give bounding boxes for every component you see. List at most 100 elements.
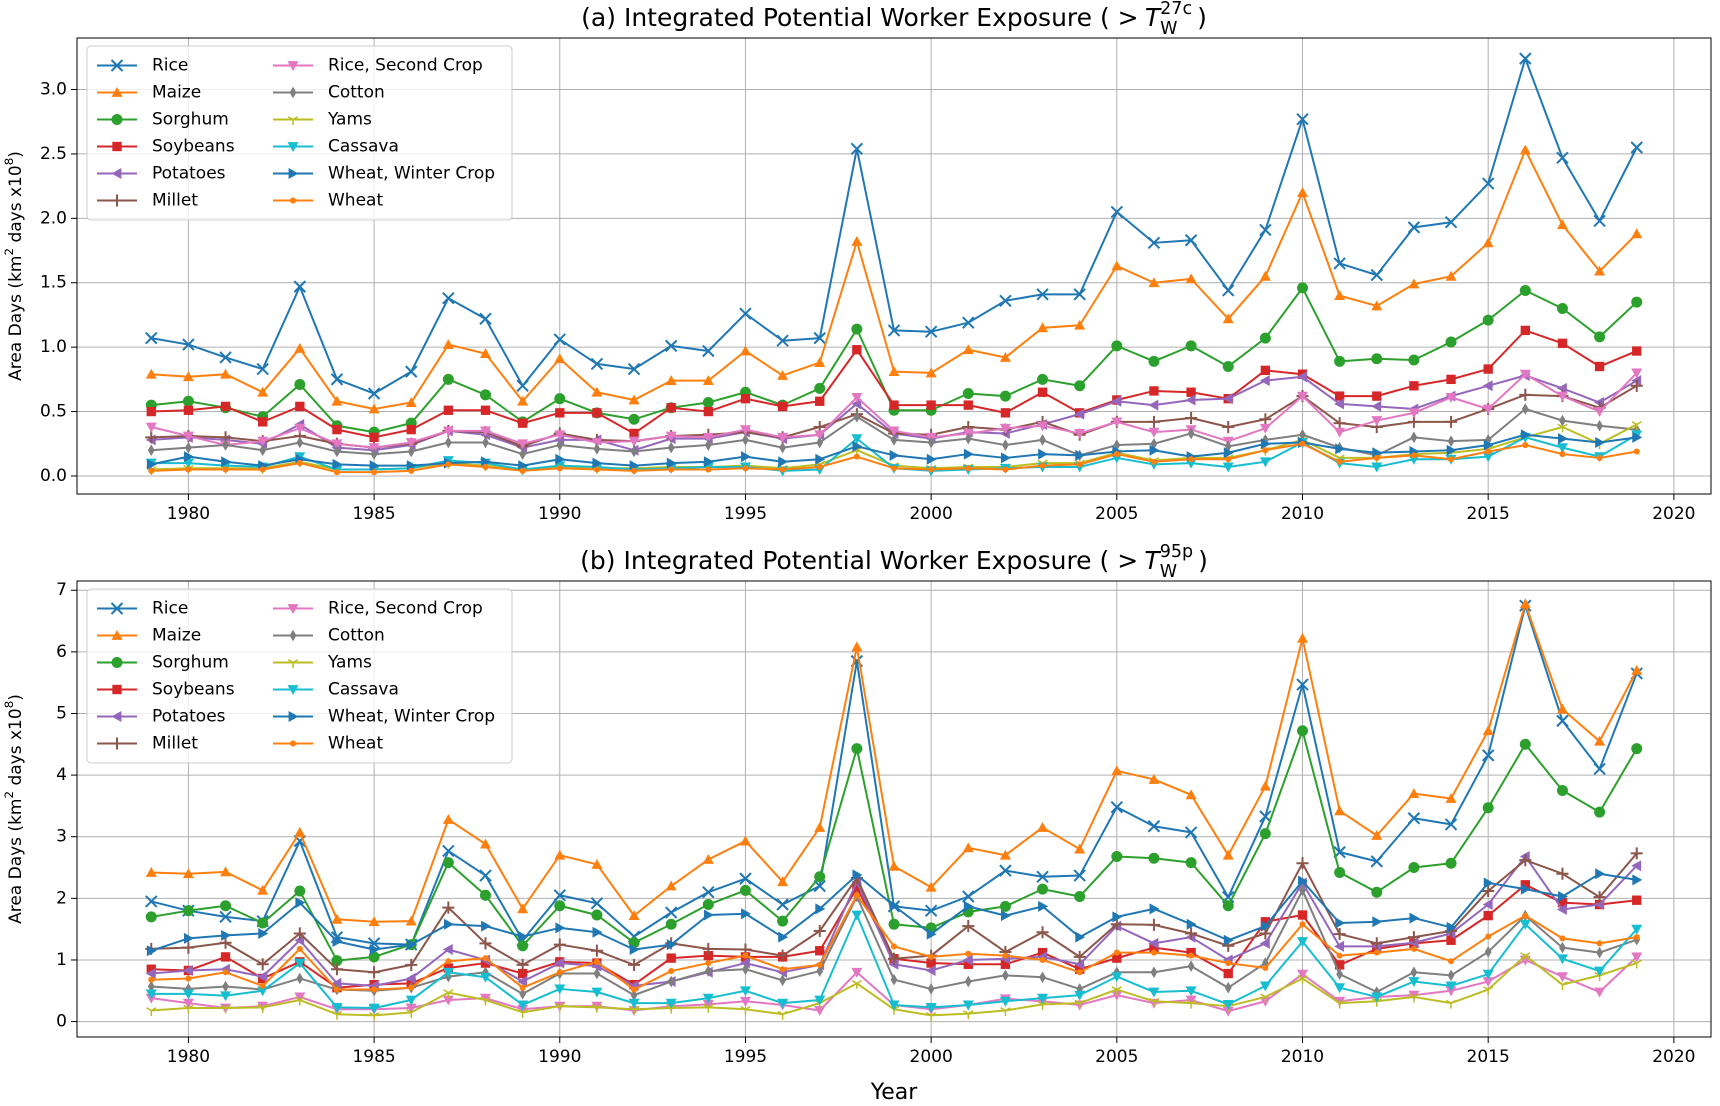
data-point <box>851 743 863 755</box>
data-point <box>668 466 675 473</box>
y-tick-label: 5 <box>56 703 67 723</box>
data-point <box>442 291 455 305</box>
data-point <box>1148 937 1159 949</box>
data-point <box>1002 466 1009 473</box>
data-point <box>296 972 304 985</box>
data-point <box>851 979 863 989</box>
data-point <box>146 945 157 957</box>
data-point <box>851 641 863 652</box>
data-point <box>1297 187 1308 197</box>
data-point <box>517 976 528 988</box>
data-point <box>1482 977 1494 988</box>
x-tick-label: 2005 <box>1095 504 1138 524</box>
data-point <box>553 889 566 902</box>
data-point <box>1222 313 1234 324</box>
legend-marker <box>287 604 299 614</box>
data-point <box>1222 999 1234 1010</box>
data-point <box>330 963 344 976</box>
data-point <box>776 949 789 962</box>
data-point <box>519 448 527 460</box>
data-point <box>702 432 714 443</box>
data-point <box>1556 443 1568 454</box>
data-point <box>408 467 415 474</box>
data-point <box>516 958 529 971</box>
data-point <box>555 922 566 934</box>
data-point <box>1260 365 1271 376</box>
data-point <box>1444 818 1458 831</box>
data-point <box>369 432 379 442</box>
data-point <box>1631 228 1643 239</box>
data-point <box>1407 931 1420 944</box>
data-point <box>370 448 378 460</box>
data-point <box>445 958 452 965</box>
data-point <box>1630 847 1643 860</box>
data-point <box>1259 375 1270 387</box>
data-point <box>1371 462 1383 473</box>
data-point <box>927 436 935 449</box>
data-point <box>739 986 751 997</box>
data-point <box>1482 404 1494 415</box>
legend-marker <box>287 142 299 152</box>
data-point <box>590 897 604 910</box>
data-point <box>1556 382 1567 394</box>
data-point <box>368 966 381 979</box>
data-point <box>405 972 416 984</box>
data-point <box>739 957 750 969</box>
data-point <box>1259 828 1271 840</box>
data-point <box>1370 855 1383 868</box>
data-point <box>665 375 677 386</box>
data-point <box>221 929 232 941</box>
data-point <box>999 351 1011 362</box>
data-point <box>593 466 600 473</box>
data-point <box>1445 415 1458 428</box>
data-point <box>627 958 641 971</box>
data-point <box>1372 447 1383 459</box>
data-point <box>406 460 417 472</box>
data-point <box>442 339 454 349</box>
x-tick-label: 1990 <box>538 1047 581 1067</box>
data-point <box>443 918 454 930</box>
data-point <box>590 357 604 371</box>
legend-marker <box>287 659 299 668</box>
data-point <box>444 436 452 449</box>
data-point <box>1297 282 1308 294</box>
data-point <box>1149 903 1160 915</box>
data-point <box>1594 407 1606 418</box>
legend-label: Rice <box>152 56 188 76</box>
legend-box <box>86 45 513 221</box>
data-point <box>925 964 936 976</box>
data-point <box>1557 897 1568 908</box>
data-point <box>519 984 526 991</box>
data-point <box>1039 462 1046 469</box>
data-point <box>1037 387 1048 397</box>
data-point <box>666 403 676 413</box>
data-point <box>442 967 454 978</box>
data-point <box>1184 826 1198 839</box>
x-tick-label: 1985 <box>352 1047 395 1067</box>
data-point <box>1483 439 1494 451</box>
data-point <box>927 983 935 995</box>
data-point <box>1074 891 1086 903</box>
data-point <box>553 333 566 346</box>
data-point <box>1259 332 1271 344</box>
data-point <box>1371 992 1383 1003</box>
data-point <box>739 996 751 1007</box>
data-point <box>853 453 860 460</box>
data-point <box>779 966 786 973</box>
data-point <box>1595 436 1606 448</box>
data-point <box>926 928 937 940</box>
legend-marker <box>112 684 122 695</box>
data-point <box>741 451 751 463</box>
data-point <box>259 982 266 989</box>
data-point <box>555 408 565 418</box>
data-point <box>1260 917 1271 927</box>
data-point <box>925 1012 937 1021</box>
data-point <box>296 945 303 952</box>
text-part: ) <box>6 151 26 158</box>
legend-label: Soybeans <box>152 137 235 157</box>
data-point <box>517 439 529 450</box>
data-point <box>1447 969 1455 982</box>
data-point <box>257 436 269 447</box>
data-point <box>480 838 491 849</box>
data-point <box>1482 884 1495 898</box>
